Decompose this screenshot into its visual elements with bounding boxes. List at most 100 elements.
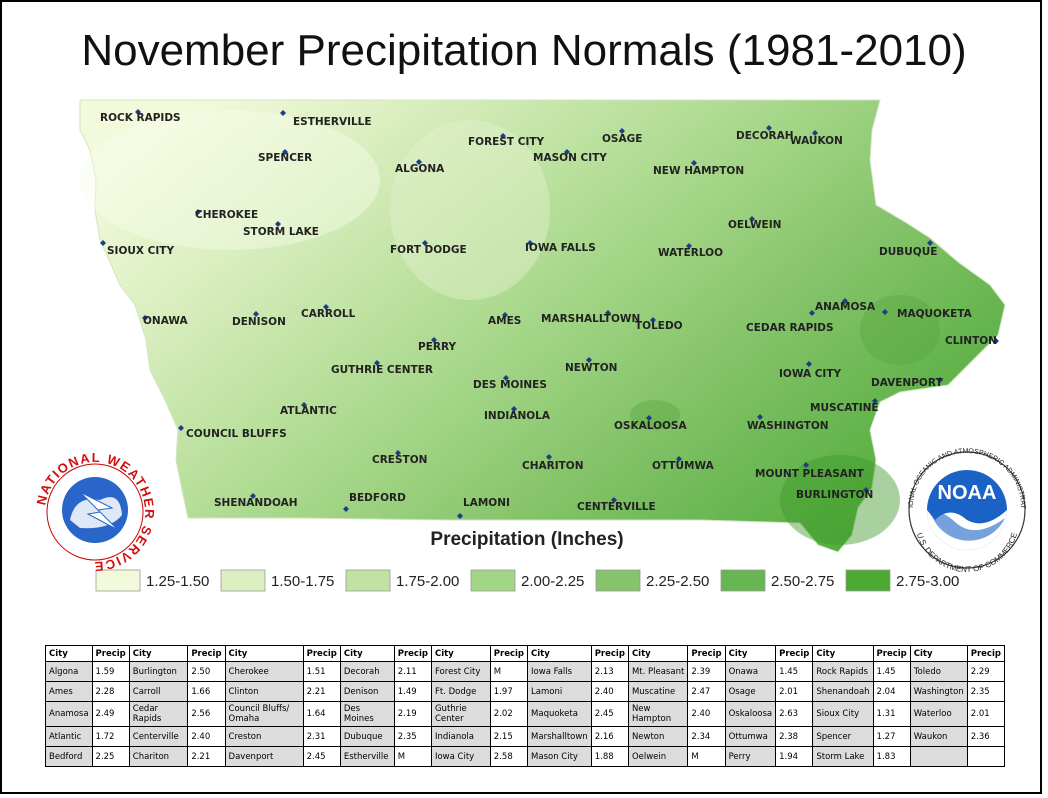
city-label: CARROLL xyxy=(301,308,356,320)
city-label: ALGONA xyxy=(395,163,445,175)
table-row: City Precip City Precip City Precip City Precip… xyxy=(45,645,1006,662)
city-marker xyxy=(416,159,422,165)
city-marker xyxy=(863,487,869,493)
city-cell: Sioux City xyxy=(812,701,874,727)
precip-cell: 2.40 xyxy=(687,701,726,727)
table-row: Algona 1.59 Burlington 2.50 Cherokee 1.51 Deco… xyxy=(45,661,1006,682)
city-label: GUTHRIE CENTER xyxy=(331,364,433,376)
city-marker xyxy=(749,216,755,222)
precip-cell: 2.29 xyxy=(966,661,1006,682)
city-label: SPENCER xyxy=(258,152,312,164)
precip-cell: 2.28 xyxy=(91,681,130,702)
legend-swatch xyxy=(345,569,391,592)
city-cell: Mt. Pleasant xyxy=(627,661,689,682)
precip-cell: 2.11 xyxy=(393,661,432,682)
city-label: DES MOINES xyxy=(473,379,547,391)
city-label: WAUKON xyxy=(790,135,843,147)
city-label: SIOUX CITY xyxy=(107,245,174,257)
legend-swatch xyxy=(95,569,141,592)
nws-logo: NATIONAL WEATHER SERVICE xyxy=(33,450,155,574)
noaa-text: NOAA xyxy=(938,482,997,504)
precip-cell: 1.45 xyxy=(872,661,911,682)
precip-cell: 2.21 xyxy=(302,681,341,702)
city-cell: Clinton xyxy=(224,681,304,702)
city-label: FORT DODGE xyxy=(390,244,467,256)
city-label: CHEROKEE xyxy=(195,209,258,221)
city-cell: Council Bluffs/ Omaha xyxy=(224,701,304,727)
precip-cell: 2.50 xyxy=(187,661,226,682)
city-label: SHENANDOAH xyxy=(214,497,298,509)
city-cell: City xyxy=(627,645,689,662)
city-cell: Ft. Dodge xyxy=(430,681,491,702)
city-marker xyxy=(927,240,933,246)
city-label: OELWEIN xyxy=(728,219,781,231)
city-marker xyxy=(806,361,812,367)
city-label: MARSHALLTOWN xyxy=(541,313,640,325)
precip-cell: 2.01 xyxy=(966,701,1006,727)
city-label: ESTHERVILLE xyxy=(293,116,372,128)
legend-label: 1.50-1.75 xyxy=(271,573,334,590)
city-label: DECORAH xyxy=(736,130,794,142)
iowa-map xyxy=(79,99,1006,553)
city-marker xyxy=(646,415,652,421)
city-cell: Davenport xyxy=(224,746,304,767)
city-cell: Washington xyxy=(909,681,968,702)
city-marker xyxy=(195,209,201,215)
legend-title: Precipitation (Inches) xyxy=(430,529,623,550)
precip-cell: 2.31 xyxy=(302,726,341,747)
precip-cell: Precip xyxy=(590,645,629,662)
city-label: CHARITON xyxy=(522,460,584,472)
city-cell: Shenandoah xyxy=(812,681,874,702)
city-label: ONAWA xyxy=(143,315,188,327)
city-label: CLINTON xyxy=(945,335,997,347)
city-label: CEDAR RAPIDS xyxy=(746,322,834,334)
city-cell: City xyxy=(339,645,395,662)
city-cell: City xyxy=(812,645,874,662)
city-cell: City xyxy=(128,645,189,662)
precip-cell: 2.15 xyxy=(489,726,529,747)
city-cell: Centerville xyxy=(128,726,189,747)
precip-cell: 2.45 xyxy=(302,746,341,767)
precip-cell: 2.25 xyxy=(91,746,130,767)
city-cell: City xyxy=(909,645,968,662)
city-marker xyxy=(882,309,888,315)
precip-cell: 1.27 xyxy=(872,726,911,747)
city-cell: Bedford xyxy=(45,746,93,767)
city-label: INDIANOLA xyxy=(484,410,551,422)
city-cell: Ames xyxy=(45,681,93,702)
city-label: BEDFORD xyxy=(349,492,406,504)
city-cell: Spencer xyxy=(812,726,874,747)
precip-cell: 2.02 xyxy=(489,701,529,727)
city-cell: Burlington xyxy=(128,661,189,682)
city-marker xyxy=(605,310,611,316)
city-marker xyxy=(650,317,656,323)
city-cell: Newton xyxy=(627,726,689,747)
city-label: DUBUQUE xyxy=(879,246,937,258)
precip-cell: Precip xyxy=(489,645,529,662)
legend-swatch xyxy=(720,569,766,592)
precip-cell: 2.21 xyxy=(187,746,226,767)
city-cell: Forest City xyxy=(430,661,491,682)
city-cell: Carroll xyxy=(128,681,189,702)
city-cell: Iowa Falls xyxy=(527,661,592,682)
empty-cell xyxy=(966,746,1006,767)
city-label: DAVENPORT xyxy=(871,377,943,389)
city-cell: Algona xyxy=(45,661,93,682)
precip-shading xyxy=(80,110,940,545)
city-label: MUSCATINE xyxy=(810,402,879,414)
city-marker xyxy=(323,304,329,310)
city-marker xyxy=(993,338,999,344)
precip-cell: 1.88 xyxy=(590,746,629,767)
city-marker xyxy=(527,240,533,246)
legend-label: 2.00-2.25 xyxy=(521,573,584,590)
city-cell: Anamosa xyxy=(45,701,93,727)
precip-cell: 2.58 xyxy=(489,746,529,767)
city-label: PERRY xyxy=(418,341,456,353)
city-marker xyxy=(374,360,380,366)
city-cell: Toledo xyxy=(909,661,968,682)
city-marker xyxy=(586,357,592,363)
city-label: ROCK RAPIDS xyxy=(100,112,181,124)
precip-cell: Precip xyxy=(775,645,814,662)
precip-cell: 1.51 xyxy=(302,661,341,682)
city-cell: Atlantic xyxy=(45,726,93,747)
